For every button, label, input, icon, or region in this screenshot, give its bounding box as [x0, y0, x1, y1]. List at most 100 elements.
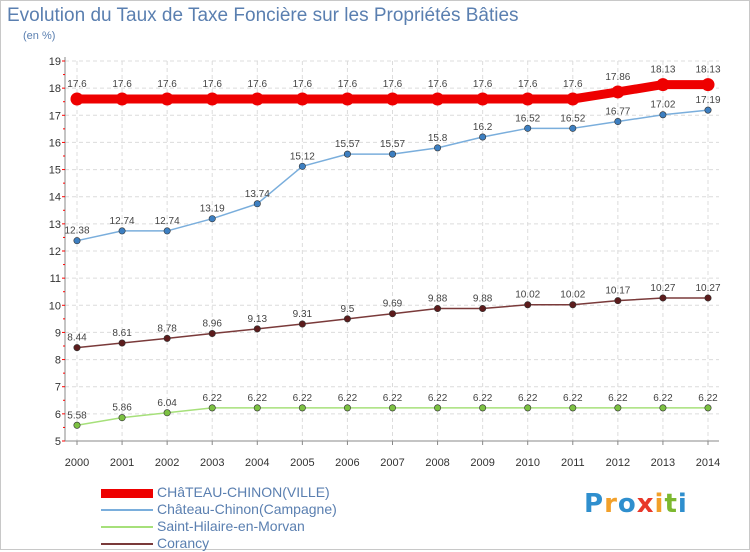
- data-label: 6.22: [383, 393, 403, 404]
- proxiti-logo: Proxiti: [584, 489, 688, 519]
- data-point: [434, 144, 442, 152]
- data-label: 17.6: [248, 79, 268, 90]
- data-label: 9.31: [293, 309, 313, 320]
- logo-letter: i: [654, 489, 665, 519]
- data-point: [340, 92, 354, 106]
- data-label: 9.88: [473, 294, 493, 305]
- grid-lines: [65, 60, 719, 442]
- y-tick-label: 18: [49, 83, 61, 95]
- data-label: 9.88: [428, 294, 448, 305]
- data-label: 8.78: [157, 323, 177, 334]
- data-label: 17.6: [157, 79, 177, 90]
- data-point: [704, 404, 712, 412]
- data-point: [388, 150, 396, 158]
- x-tick-label: 2009: [470, 457, 494, 469]
- data-label: 6.22: [338, 393, 358, 404]
- series-layer: [70, 78, 715, 429]
- legend-label: Corancy: [157, 535, 210, 551]
- data-point: [524, 301, 532, 309]
- data-label: 12.38: [64, 226, 89, 237]
- series-corancy: [73, 294, 712, 352]
- data-point: [704, 106, 712, 114]
- data-point: [163, 334, 171, 342]
- legend-label: Saint-Hilaire-en-Morvan: [157, 518, 305, 534]
- legend-swatch: [101, 489, 153, 498]
- data-point: [118, 414, 126, 422]
- data-point: [524, 404, 532, 412]
- data-point: [253, 325, 261, 333]
- data-point: [343, 404, 351, 412]
- data-point: [118, 339, 126, 347]
- data-point: [434, 305, 442, 313]
- data-point: [343, 150, 351, 158]
- data-point: [479, 305, 487, 313]
- data-label: 17.6: [518, 79, 538, 90]
- data-point: [163, 227, 171, 235]
- data-label: 6.22: [428, 393, 448, 404]
- x-tick-label: 2002: [155, 457, 179, 469]
- data-point: [163, 409, 171, 417]
- data-point: [205, 92, 219, 106]
- y-tick-label: 14: [49, 192, 61, 204]
- data-label: 17.6: [383, 79, 403, 90]
- data-label: 16.52: [560, 113, 585, 124]
- data-label: 6.22: [293, 393, 313, 404]
- data-label: 17.6: [338, 79, 358, 90]
- data-point: [566, 92, 580, 106]
- y-tick-label: 9: [55, 327, 61, 339]
- data-point: [73, 344, 81, 352]
- data-label: 17.02: [650, 100, 675, 111]
- y-tick-label: 8: [55, 355, 61, 367]
- data-label: 15.57: [380, 139, 405, 150]
- data-label: 17.6: [112, 79, 132, 90]
- logo-letter: x: [636, 489, 655, 519]
- logo-letter: P: [584, 489, 605, 519]
- data-label: 6.04: [157, 398, 177, 409]
- data-label: 9.5: [340, 304, 354, 315]
- data-label: 6.22: [473, 393, 493, 404]
- data-label: 12.74: [110, 216, 135, 227]
- data-point: [479, 404, 487, 412]
- data-label: 17.6: [428, 79, 448, 90]
- data-label: 17.6: [202, 79, 222, 90]
- y-tick-label: 13: [49, 219, 61, 231]
- data-point: [73, 421, 81, 429]
- data-label: 15.8: [428, 133, 448, 144]
- data-point: [611, 85, 625, 99]
- data-label: 15.57: [335, 139, 360, 150]
- data-label: 10.27: [650, 283, 675, 294]
- data-label: 16.77: [605, 107, 630, 118]
- x-tick-label: 2001: [110, 457, 134, 469]
- data-label: 6.22: [563, 393, 583, 404]
- logo-letter: o: [617, 489, 637, 519]
- chart-unit-label: (en %): [23, 30, 56, 42]
- data-label: 17.6: [67, 79, 87, 90]
- data-point: [659, 111, 667, 119]
- data-point: [524, 124, 532, 132]
- data-point: [569, 301, 577, 309]
- data-point: [208, 215, 216, 223]
- y-tick-label: 19: [49, 56, 61, 68]
- data-point: [388, 310, 396, 318]
- data-label: 8.44: [67, 333, 87, 344]
- data-label: 5.58: [67, 410, 87, 421]
- data-label: 17.86: [605, 72, 630, 83]
- series-ch-teau-chinon-ville: [70, 78, 715, 106]
- data-label: 13.19: [200, 204, 225, 215]
- data-labels: 12.38 12.74 12.74 13.19 13.74 15.12 15.57 15.57…: [64, 65, 720, 422]
- data-label: 16.52: [515, 113, 540, 124]
- x-tick-label: 2014: [696, 457, 720, 469]
- data-label: 12.74: [155, 216, 180, 227]
- data-point: [343, 315, 351, 323]
- data-point: [614, 297, 622, 305]
- data-point: [569, 404, 577, 412]
- data-point: [298, 162, 306, 170]
- data-label: 10.27: [695, 283, 720, 294]
- data-point: [386, 92, 399, 106]
- logo-letter: t: [664, 489, 678, 519]
- y-tick-label: 7: [55, 382, 61, 394]
- chart-title: Evolution du Taux de Taxe Foncière sur l…: [7, 5, 519, 26]
- logo-letter: r: [604, 489, 618, 519]
- data-label: 9.13: [248, 314, 268, 325]
